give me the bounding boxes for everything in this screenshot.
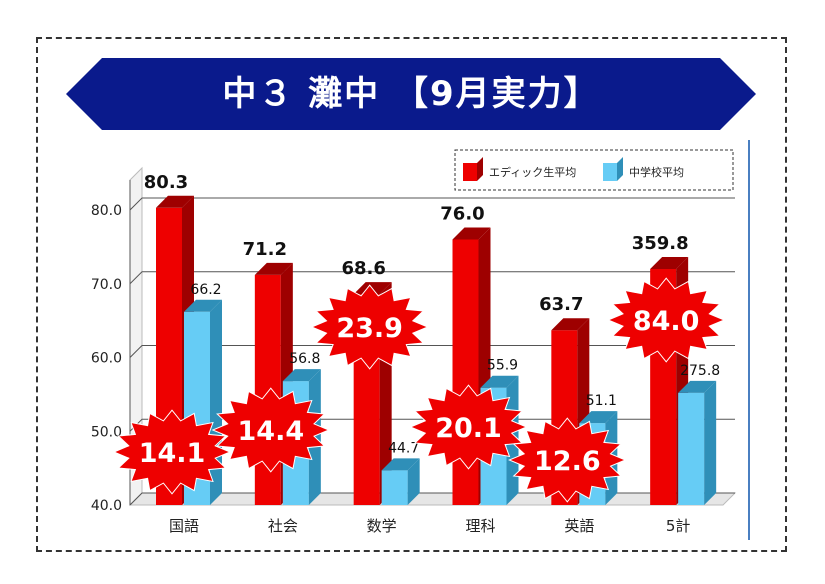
difference-burst [310,284,430,370]
value-label-series2: 55.9 [487,358,518,374]
bar-series2-top [184,299,222,312]
y-tick-label: 70.0 [91,277,122,293]
bar-series2 [381,470,408,505]
x-category-label: 数学 [367,517,397,535]
y-tick-label: 50.0 [91,424,122,440]
gridline [129,345,735,358]
bar-series2-top [678,380,717,393]
x-category-label: 国語 [169,517,199,535]
difference-label: 14.1 [139,438,206,469]
legend-swatch-series2 [603,163,617,181]
legend-label-series1: エディック生平均 [489,165,576,179]
difference-label: 12.6 [534,446,601,477]
difference-label: 14.4 [238,416,305,447]
value-label-series1: 71.2 [243,239,287,260]
y-tick-label: 40.0 [91,498,122,514]
banner-arrow-shape [66,58,756,130]
value-label-series1: 68.6 [341,258,385,279]
bar-series2-top [282,369,321,382]
bar-series1-top [156,195,194,208]
value-label-series1: 359.8 [632,233,689,254]
bar-series2-top [381,458,420,471]
gridline [129,197,735,211]
title-banner: 中３ 灘中 【9月実力】 [66,58,756,130]
value-label-series2: 66.2 [190,282,221,298]
x-category-label: 理科 [465,517,495,535]
gridline [129,492,735,506]
bar-series1-top [650,257,689,269]
y-tick-label: 60.0 [91,351,122,367]
value-label-series2: 56.8 [289,351,320,367]
legend-swatch-series1 [463,163,477,181]
bar-series2-top [579,411,618,424]
bar-series2-top [480,375,519,388]
bar-series2 [678,392,705,505]
difference-burst [409,384,528,470]
chart-right-border [748,140,750,540]
bar-series1-top [353,282,392,295]
bar-series2-side [407,458,420,505]
difference-label: 84.0 [633,306,700,337]
value-label-series2: 275.8 [680,363,720,379]
bar-series1-top [254,262,293,275]
bar-series2-side [704,380,717,505]
value-label-series2: 44.7 [388,440,419,456]
difference-burst [606,277,726,363]
legend-swatch-series1-side [477,157,483,181]
legend-label-series2: 中学校平均 [629,165,684,179]
value-label-series1: 63.7 [539,294,583,315]
legend-swatch-series2-side [617,157,623,181]
x-category-label: 英語 [564,517,594,535]
difference-label: 23.9 [336,313,403,344]
x-category-label: 社会 [268,517,298,535]
difference-burst [211,387,331,473]
difference-burst [507,417,627,503]
bar-series1 [254,274,281,505]
value-label-series1: 80.3 [144,172,188,193]
bar-series1-top [452,227,491,240]
value-label-series2: 51.1 [586,393,617,409]
difference-burst [112,409,232,495]
x-category-label: 5計 [666,517,691,535]
y-tick-label: 80.0 [91,203,122,219]
difference-label: 20.1 [435,413,502,444]
bar-series1-top [551,318,590,331]
value-label-series1: 76.0 [440,204,484,225]
page-title: 中３ 灘中 【9月実力】 [222,74,600,114]
bar-series2-side [210,299,222,505]
gridline [129,271,735,285]
chart-floor [128,492,737,506]
dashed-frame [36,37,787,552]
legend-box [454,149,734,191]
